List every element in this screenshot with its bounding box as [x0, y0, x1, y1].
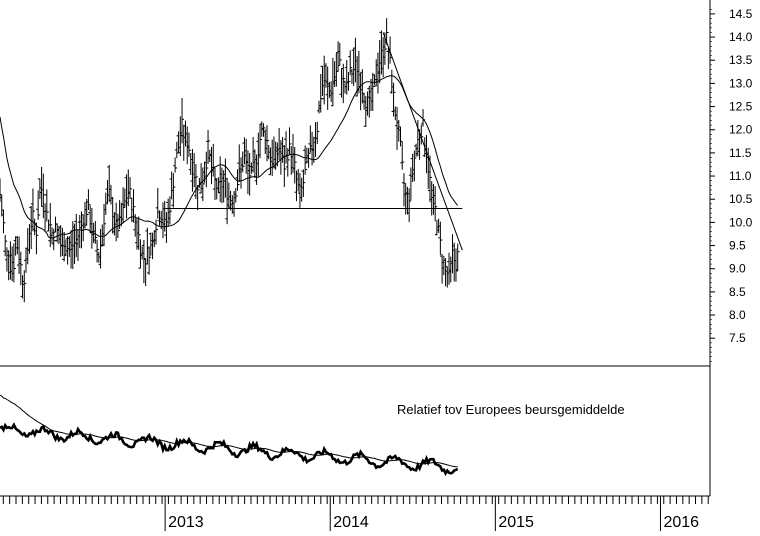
price-bar [233, 187, 238, 203]
x-tick-label: 2015 [498, 514, 534, 531]
price-bar [128, 177, 133, 199]
price-bar [34, 222, 39, 255]
price-bar [36, 190, 41, 220]
x-axis-ticks: 2013 2014 2015 2016 [2, 496, 709, 531]
y-tick-label: 10.5 [729, 192, 753, 206]
price-bar [438, 221, 443, 256]
price-bar [154, 219, 159, 245]
price-bar [11, 243, 16, 283]
trend-line [382, 32, 463, 251]
price-bar [400, 141, 405, 170]
price-bar [171, 173, 176, 208]
price-bar [3, 234, 8, 257]
price-bar [141, 239, 146, 284]
price-bar [95, 239, 100, 263]
y-tick-label: 12.5 [729, 100, 753, 114]
price-bar [136, 216, 141, 250]
price-bar [84, 198, 89, 226]
price-bar [147, 246, 152, 275]
price-bar [433, 186, 438, 222]
x-tick-label: 2014 [333, 514, 369, 531]
y-tick-label: 11.5 [729, 146, 752, 160]
price-bar [292, 146, 297, 184]
price-bar [247, 153, 252, 196]
price-bars [0, 18, 460, 303]
relative-moving-average [0, 394, 458, 468]
y-tick-label: 9.5 [729, 239, 746, 253]
relative-panel-label: Relatief tov Europees beursgemiddelde [397, 402, 625, 417]
price-bar [93, 220, 98, 244]
price-bar [235, 169, 240, 191]
price-bar [282, 145, 287, 187]
price-bar [30, 188, 35, 232]
price-bar [346, 71, 351, 91]
price-bar [44, 189, 49, 222]
x-tick-label: 2013 [168, 514, 204, 531]
price-bar [396, 120, 401, 142]
y-tick-label: 10.0 [729, 215, 753, 229]
y-tick-label: 7.5 [729, 331, 746, 345]
y-tick-label: 8.5 [729, 285, 746, 299]
price-bar [240, 151, 245, 173]
y-tick-label: 13.5 [729, 53, 753, 67]
price-moving-average [0, 75, 459, 239]
y-tick-label: 14.5 [729, 7, 753, 21]
price-bar [186, 132, 191, 157]
y-tick-label: 12.0 [729, 123, 753, 137]
price-bar [264, 125, 269, 162]
price-bar [204, 151, 209, 188]
price-bar [200, 167, 205, 202]
price-bar [401, 173, 406, 207]
price-bar [0, 178, 2, 202]
y-tick-label: 13.0 [729, 76, 753, 90]
price-bar [398, 127, 403, 147]
y-tick-label: 11.0 [729, 169, 752, 183]
relative-strength-line [0, 422, 459, 477]
price-bar [427, 155, 432, 203]
price-bar [18, 251, 23, 286]
y-tick-label: 14.0 [729, 30, 753, 44]
price-bar [86, 189, 91, 210]
price-bar [337, 42, 342, 66]
x-tick-label: 2016 [663, 514, 699, 531]
price-bar [407, 188, 412, 223]
price-bar [261, 123, 266, 137]
y-tick-label: 8.0 [729, 308, 746, 322]
price-bar [102, 203, 107, 247]
price-bar [315, 121, 320, 144]
price-bar [301, 169, 306, 198]
price-bar [455, 243, 460, 272]
price-bar [303, 145, 308, 175]
y-tick-label: 9.0 [729, 262, 746, 276]
price-bar [1, 209, 6, 234]
price-bar [193, 163, 198, 200]
price-bar [336, 41, 341, 72]
price-bar [285, 148, 290, 177]
y-axis-ticks: 14.5 14.0 13.5 13.0 12.5 12.0 11.5 11.0 10.5 10.0… [710, 7, 753, 362]
price-bar [22, 270, 27, 303]
price-bar [341, 63, 346, 104]
price-bar [412, 150, 417, 182]
price-bar [258, 123, 263, 159]
price-bar [287, 127, 292, 155]
price-bar [173, 157, 178, 173]
price-bar [48, 202, 53, 248]
price-bar [167, 196, 172, 225]
